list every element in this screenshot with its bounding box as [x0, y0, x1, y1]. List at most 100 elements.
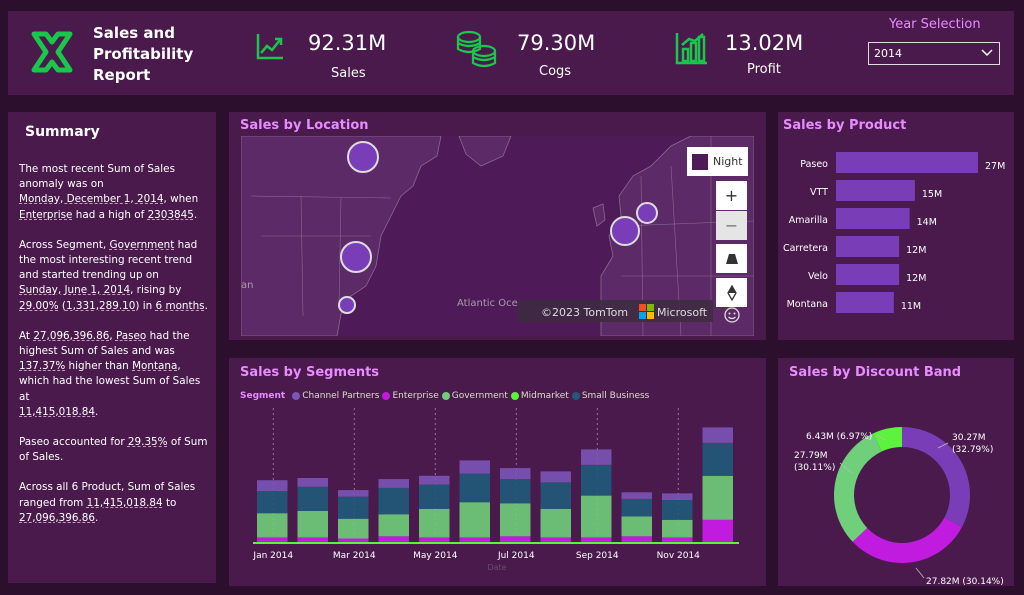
ribbon-segment-bar[interactable]: [662, 519, 693, 538]
kpi-cogs-label: Cogs: [539, 64, 572, 79]
donut-leader-line: [877, 435, 887, 441]
ribbon-segment-bar[interactable]: [297, 537, 329, 544]
ribbon-segment-bar[interactable]: [702, 475, 734, 520]
ribbon-segment-bar[interactable]: [702, 519, 734, 544]
legend-item-label[interactable]: Midmarket: [520, 391, 569, 401]
ribbon-segment-bar[interactable]: [257, 513, 288, 538]
ribbon-segment-bar[interactable]: [459, 473, 491, 503]
donut-slice[interactable]: [902, 427, 970, 527]
ribbon-segment-bar[interactable]: [378, 487, 410, 515]
ribbon-segment-bar[interactable]: [662, 537, 693, 544]
ribbon-segment-bar[interactable]: [257, 491, 288, 514]
ribbon-segment-bar[interactable]: [338, 496, 369, 519]
ribbon-segment-bar[interactable]: [500, 479, 531, 504]
ribbon-segment-bar[interactable]: [581, 464, 612, 496]
ribbon-segment-bar[interactable]: [378, 536, 410, 544]
ribbon-segment-bar[interactable]: [621, 492, 653, 499]
ribbon-segment-bar[interactable]: [500, 503, 531, 537]
map-canvas: Atlantic Oce an ©2023 TomTom Microsoft: [241, 136, 754, 336]
donut-slice[interactable]: [834, 433, 882, 542]
map-compass-button[interactable]: [716, 278, 747, 307]
product-value-label: 27M: [985, 161, 1005, 172]
ribbon-segment-bar[interactable]: [581, 449, 612, 465]
legend-dot: [382, 392, 391, 400]
product-category-label: Amarilla: [789, 215, 828, 226]
legend-dot: [292, 392, 301, 400]
ribbon-segment-bar[interactable]: [500, 468, 531, 480]
donut-slice[interactable]: [873, 427, 902, 452]
map-copyright: ©2023 TomTom: [541, 306, 628, 319]
product-bar[interactable]: [836, 180, 915, 201]
ribbon-segment-bar[interactable]: [338, 538, 369, 545]
ribbon-segment-bar[interactable]: [500, 536, 531, 544]
product-bar[interactable]: [836, 236, 900, 257]
map-tilt-button[interactable]: [716, 244, 747, 273]
ribbon-segment-bar[interactable]: [581, 537, 612, 544]
ribbon-segment-bar[interactable]: [702, 442, 734, 476]
ribbon-segment-bar[interactable]: [581, 495, 612, 538]
product-bar[interactable]: [836, 152, 978, 173]
ribbon-segment-bar[interactable]: [338, 490, 369, 497]
ribbon-segment-bar[interactable]: [378, 514, 410, 537]
segments-title: Sales by Segments: [240, 365, 380, 380]
sales-by-segments-panel: Sales by Segments Segment Channel Partne…: [229, 358, 766, 586]
kpi-profit-value: 13.02M: [725, 31, 804, 55]
ribbon-segment-bar[interactable]: [540, 482, 572, 509]
product-bar[interactable]: [836, 292, 894, 313]
ribbon-segment-bar[interactable]: [702, 427, 734, 443]
location-map[interactable]: Atlantic Oce an ©2023 TomTom Microsoft N…: [241, 136, 754, 336]
donut-data-label: (30.11%): [794, 463, 835, 473]
zoom-out-button[interactable]: −: [716, 211, 747, 240]
product-title: Sales by Product: [783, 118, 907, 133]
ribbon-segment-bar[interactable]: [459, 460, 491, 474]
ribbon-segment-bar[interactable]: [540, 537, 572, 544]
legend-item-label[interactable]: Small Business: [581, 391, 650, 401]
ribbon-segment-bar[interactable]: [419, 537, 450, 544]
ribbon-segment-bar[interactable]: [297, 486, 329, 511]
legend-item-label[interactable]: Enterprise: [392, 391, 439, 401]
ribbon-segment-bar[interactable]: [257, 480, 288, 492]
ribbon-segment-bar[interactable]: [621, 498, 653, 517]
year-select-dropdown[interactable]: 2014: [868, 42, 1000, 65]
microsoft-logo-icon: [639, 304, 654, 319]
ribbon-segment-bar[interactable]: [662, 500, 693, 520]
summary-title: Summary: [25, 124, 100, 140]
ribbon-segment-bar[interactable]: [378, 479, 410, 488]
ribbon-segment-bar[interactable]: [540, 471, 572, 483]
legend-item-label[interactable]: Government: [451, 391, 508, 401]
sales-by-location-panel: Sales by Location Atlantic Oce an ©2023 …: [229, 112, 766, 340]
donut-data-label: 30.27M: [952, 433, 986, 443]
ribbon-segment-bar[interactable]: [419, 475, 450, 485]
ribbon-segment-bar[interactable]: [419, 484, 450, 509]
x-tick-label: Jan 2014: [252, 551, 293, 561]
coin-stack-icon: [456, 30, 497, 68]
ribbon-segment-bar[interactable]: [257, 537, 288, 544]
ribbon-segment-bar[interactable]: [459, 537, 491, 544]
ribbon-segment-bar[interactable]: [459, 502, 491, 538]
bubble-usa: [340, 241, 372, 273]
x-tick-label: May 2014: [413, 551, 458, 561]
eurasia-africa-land: [600, 136, 754, 336]
map-style-button[interactable]: Night: [687, 147, 748, 176]
ribbon-segment-bar[interactable]: [338, 518, 369, 539]
donut-slice[interactable]: [852, 517, 963, 563]
ribbon-segment-bar[interactable]: [297, 478, 329, 487]
ribbon-segment-bar[interactable]: [621, 516, 653, 537]
product-bar[interactable]: [836, 264, 900, 285]
ribbon-segment-bar[interactable]: [662, 493, 693, 500]
product-bar[interactable]: [836, 208, 910, 229]
map-style-swatch-icon: [692, 153, 708, 170]
feedback-button[interactable]: [721, 305, 743, 325]
donut-data-label: (32.79%): [952, 445, 993, 455]
summary-paragraph: Paseo accounted for 29.35% of Sum of Sal…: [19, 436, 208, 464]
x-tick-label: Nov 2014: [657, 551, 701, 561]
map-edge-label: an: [241, 280, 253, 291]
ribbon-segment-bar[interactable]: [621, 536, 653, 544]
ribbon-segment-bar[interactable]: [297, 511, 329, 538]
x-axis-title: Date: [487, 563, 506, 572]
legend-item-label[interactable]: Channel Partners: [302, 391, 380, 401]
ribbon-segment-bar[interactable]: [419, 508, 450, 538]
ribbon-segment-bar[interactable]: [540, 508, 572, 538]
zoom-in-button[interactable]: +: [716, 181, 747, 210]
summary-panel: Summary The most recent Sum of Sales ano…: [8, 112, 216, 583]
